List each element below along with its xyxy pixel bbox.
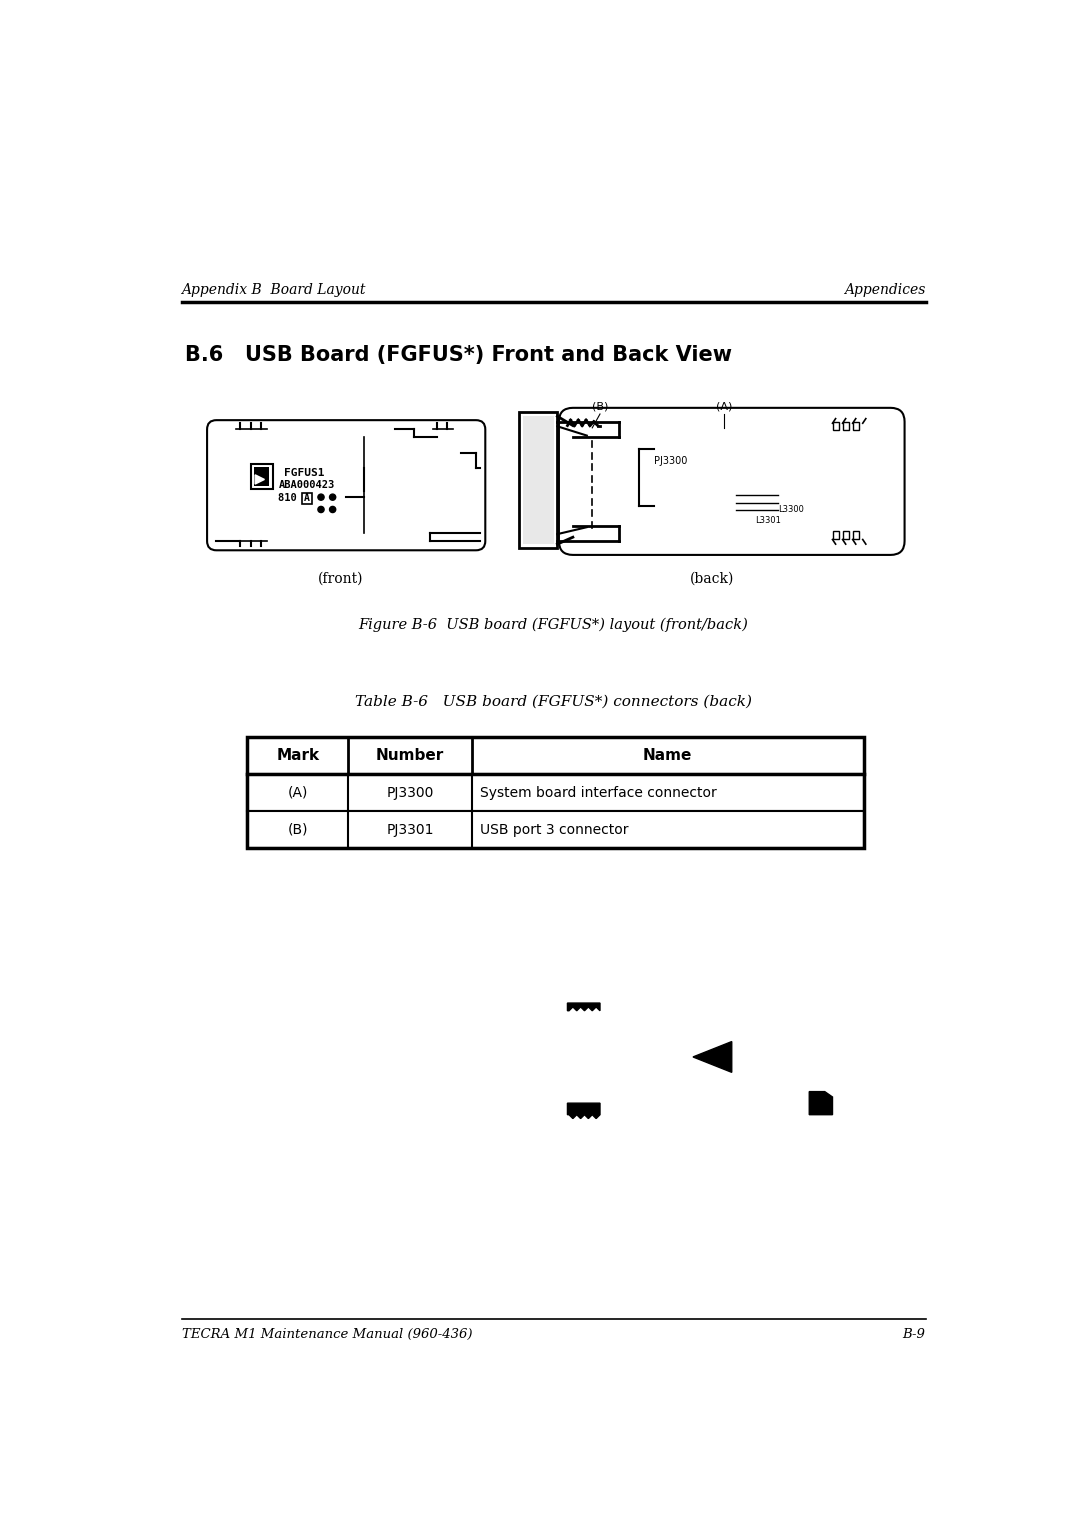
Polygon shape: [255, 474, 265, 483]
Bar: [833, 531, 839, 538]
Text: B-9: B-9: [903, 1328, 926, 1340]
Text: B.6   USB Board (FGFUS*) Front and Back View: B.6 USB Board (FGFUS*) Front and Back Vi…: [186, 345, 732, 364]
Circle shape: [329, 506, 336, 512]
Text: (B): (B): [592, 401, 608, 412]
Polygon shape: [693, 1042, 732, 1072]
Text: PJ3300: PJ3300: [387, 785, 434, 799]
Text: ABA000423: ABA000423: [279, 480, 335, 490]
Text: Appendix B  Board Layout: Appendix B Board Layout: [181, 284, 366, 297]
Text: (B): (B): [287, 824, 308, 837]
Text: USB port 3 connector: USB port 3 connector: [480, 824, 629, 837]
Text: Number: Number: [376, 749, 444, 764]
Text: (A): (A): [287, 785, 308, 799]
Text: Figure B-6  USB board (FGFUS*) layout (front/back): Figure B-6 USB board (FGFUS*) layout (fr…: [359, 618, 748, 633]
Text: Table B-6   USB board (FGFUS*) connectors (back): Table B-6 USB board (FGFUS*) connectors …: [355, 695, 752, 709]
Bar: [852, 422, 859, 430]
Bar: [252, 464, 273, 488]
Bar: [833, 422, 839, 430]
Text: PJ3301: PJ3301: [387, 824, 434, 837]
Text: FGFUS1: FGFUS1: [284, 468, 324, 477]
Bar: [254, 467, 269, 485]
Bar: [852, 531, 859, 538]
Circle shape: [318, 494, 324, 500]
Polygon shape: [567, 1003, 600, 1011]
Text: L3301: L3301: [755, 515, 781, 525]
Bar: [247, 811, 864, 848]
Text: System board interface connector: System board interface connector: [480, 785, 717, 799]
Circle shape: [329, 494, 336, 500]
Text: L3300: L3300: [779, 505, 805, 514]
Text: Appendices: Appendices: [845, 284, 926, 297]
Bar: [842, 422, 849, 430]
Circle shape: [318, 506, 324, 512]
FancyBboxPatch shape: [559, 407, 905, 555]
Polygon shape: [809, 1092, 833, 1115]
Bar: [519, 412, 557, 547]
FancyBboxPatch shape: [207, 421, 485, 551]
Text: 810: 810: [279, 493, 303, 503]
Text: TECRA M1 Maintenance Manual (960-436): TECRA M1 Maintenance Manual (960-436): [181, 1328, 472, 1340]
Text: (A): (A): [716, 401, 732, 412]
Bar: [247, 738, 864, 848]
Text: A: A: [305, 493, 310, 503]
Bar: [301, 493, 312, 505]
Text: Mark: Mark: [276, 749, 320, 764]
Bar: [523, 416, 554, 544]
Text: Name: Name: [643, 749, 692, 764]
Polygon shape: [567, 1103, 600, 1118]
Text: (back): (back): [690, 572, 734, 586]
Bar: [247, 775, 864, 811]
Bar: [842, 531, 849, 538]
Text: PJ3300: PJ3300: [654, 456, 688, 467]
Text: (front): (front): [318, 572, 363, 586]
Bar: [247, 738, 864, 775]
